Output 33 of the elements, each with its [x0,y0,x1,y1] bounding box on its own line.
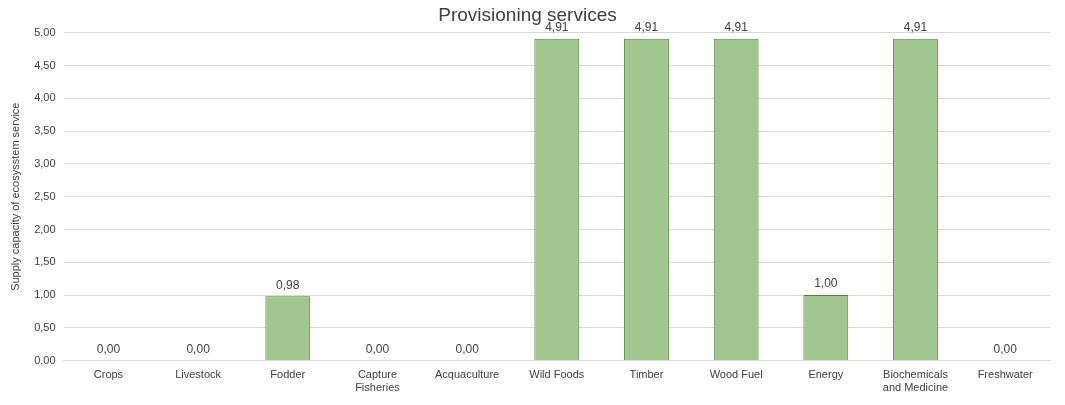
x-tick-label: Freshwater [977,368,1033,381]
y-tick-label: 3,00 [34,156,56,169]
x-tick-label: Capture Fisheries [355,368,401,394]
y-tick-label: 4,50 [34,58,56,71]
data-label: 4,91 [634,20,659,35]
y-tick-label: 2,50 [34,189,56,202]
x-tick-label: Wild Foods [529,368,585,381]
y-tick-label: 2,00 [34,222,56,235]
y-tick-label: 0,00 [34,353,56,366]
x-tick-label: Crops [93,368,124,381]
y-tick-label: 0,50 [34,320,56,333]
data-label: 0,00 [455,341,480,356]
x-tick-label: Wood Fuel [709,368,763,381]
y-tick-label: 1,50 [34,255,56,268]
x-tick-label: Timber [629,368,664,381]
data-label: 0,00 [365,341,390,356]
data-label: 1,00 [814,276,838,291]
y-tick-label: 3,50 [34,124,56,137]
y-tick-label: 1,00 [34,288,56,301]
x-tick-label: Livestock [175,368,222,381]
data-label: 0,00 [993,341,1018,356]
x-tick-label: Energy [808,368,844,381]
data-label: 0,98 [276,277,300,292]
x-tick-label: Acquaculture [435,368,500,381]
data-label: 4,91 [724,20,749,35]
data-label: 4,91 [903,20,928,35]
x-tick-label: Biochemicals and Medicine [882,368,949,394]
y-tick-label: 4,00 [34,91,56,104]
data-label: 0,00 [96,341,121,356]
data-label: 0,00 [186,341,211,356]
y-tick-label: 5,00 [34,25,56,38]
x-tick-label: Fodder [270,368,306,381]
y-axis-title: Supply capacity of ecosysstem service [8,102,21,291]
